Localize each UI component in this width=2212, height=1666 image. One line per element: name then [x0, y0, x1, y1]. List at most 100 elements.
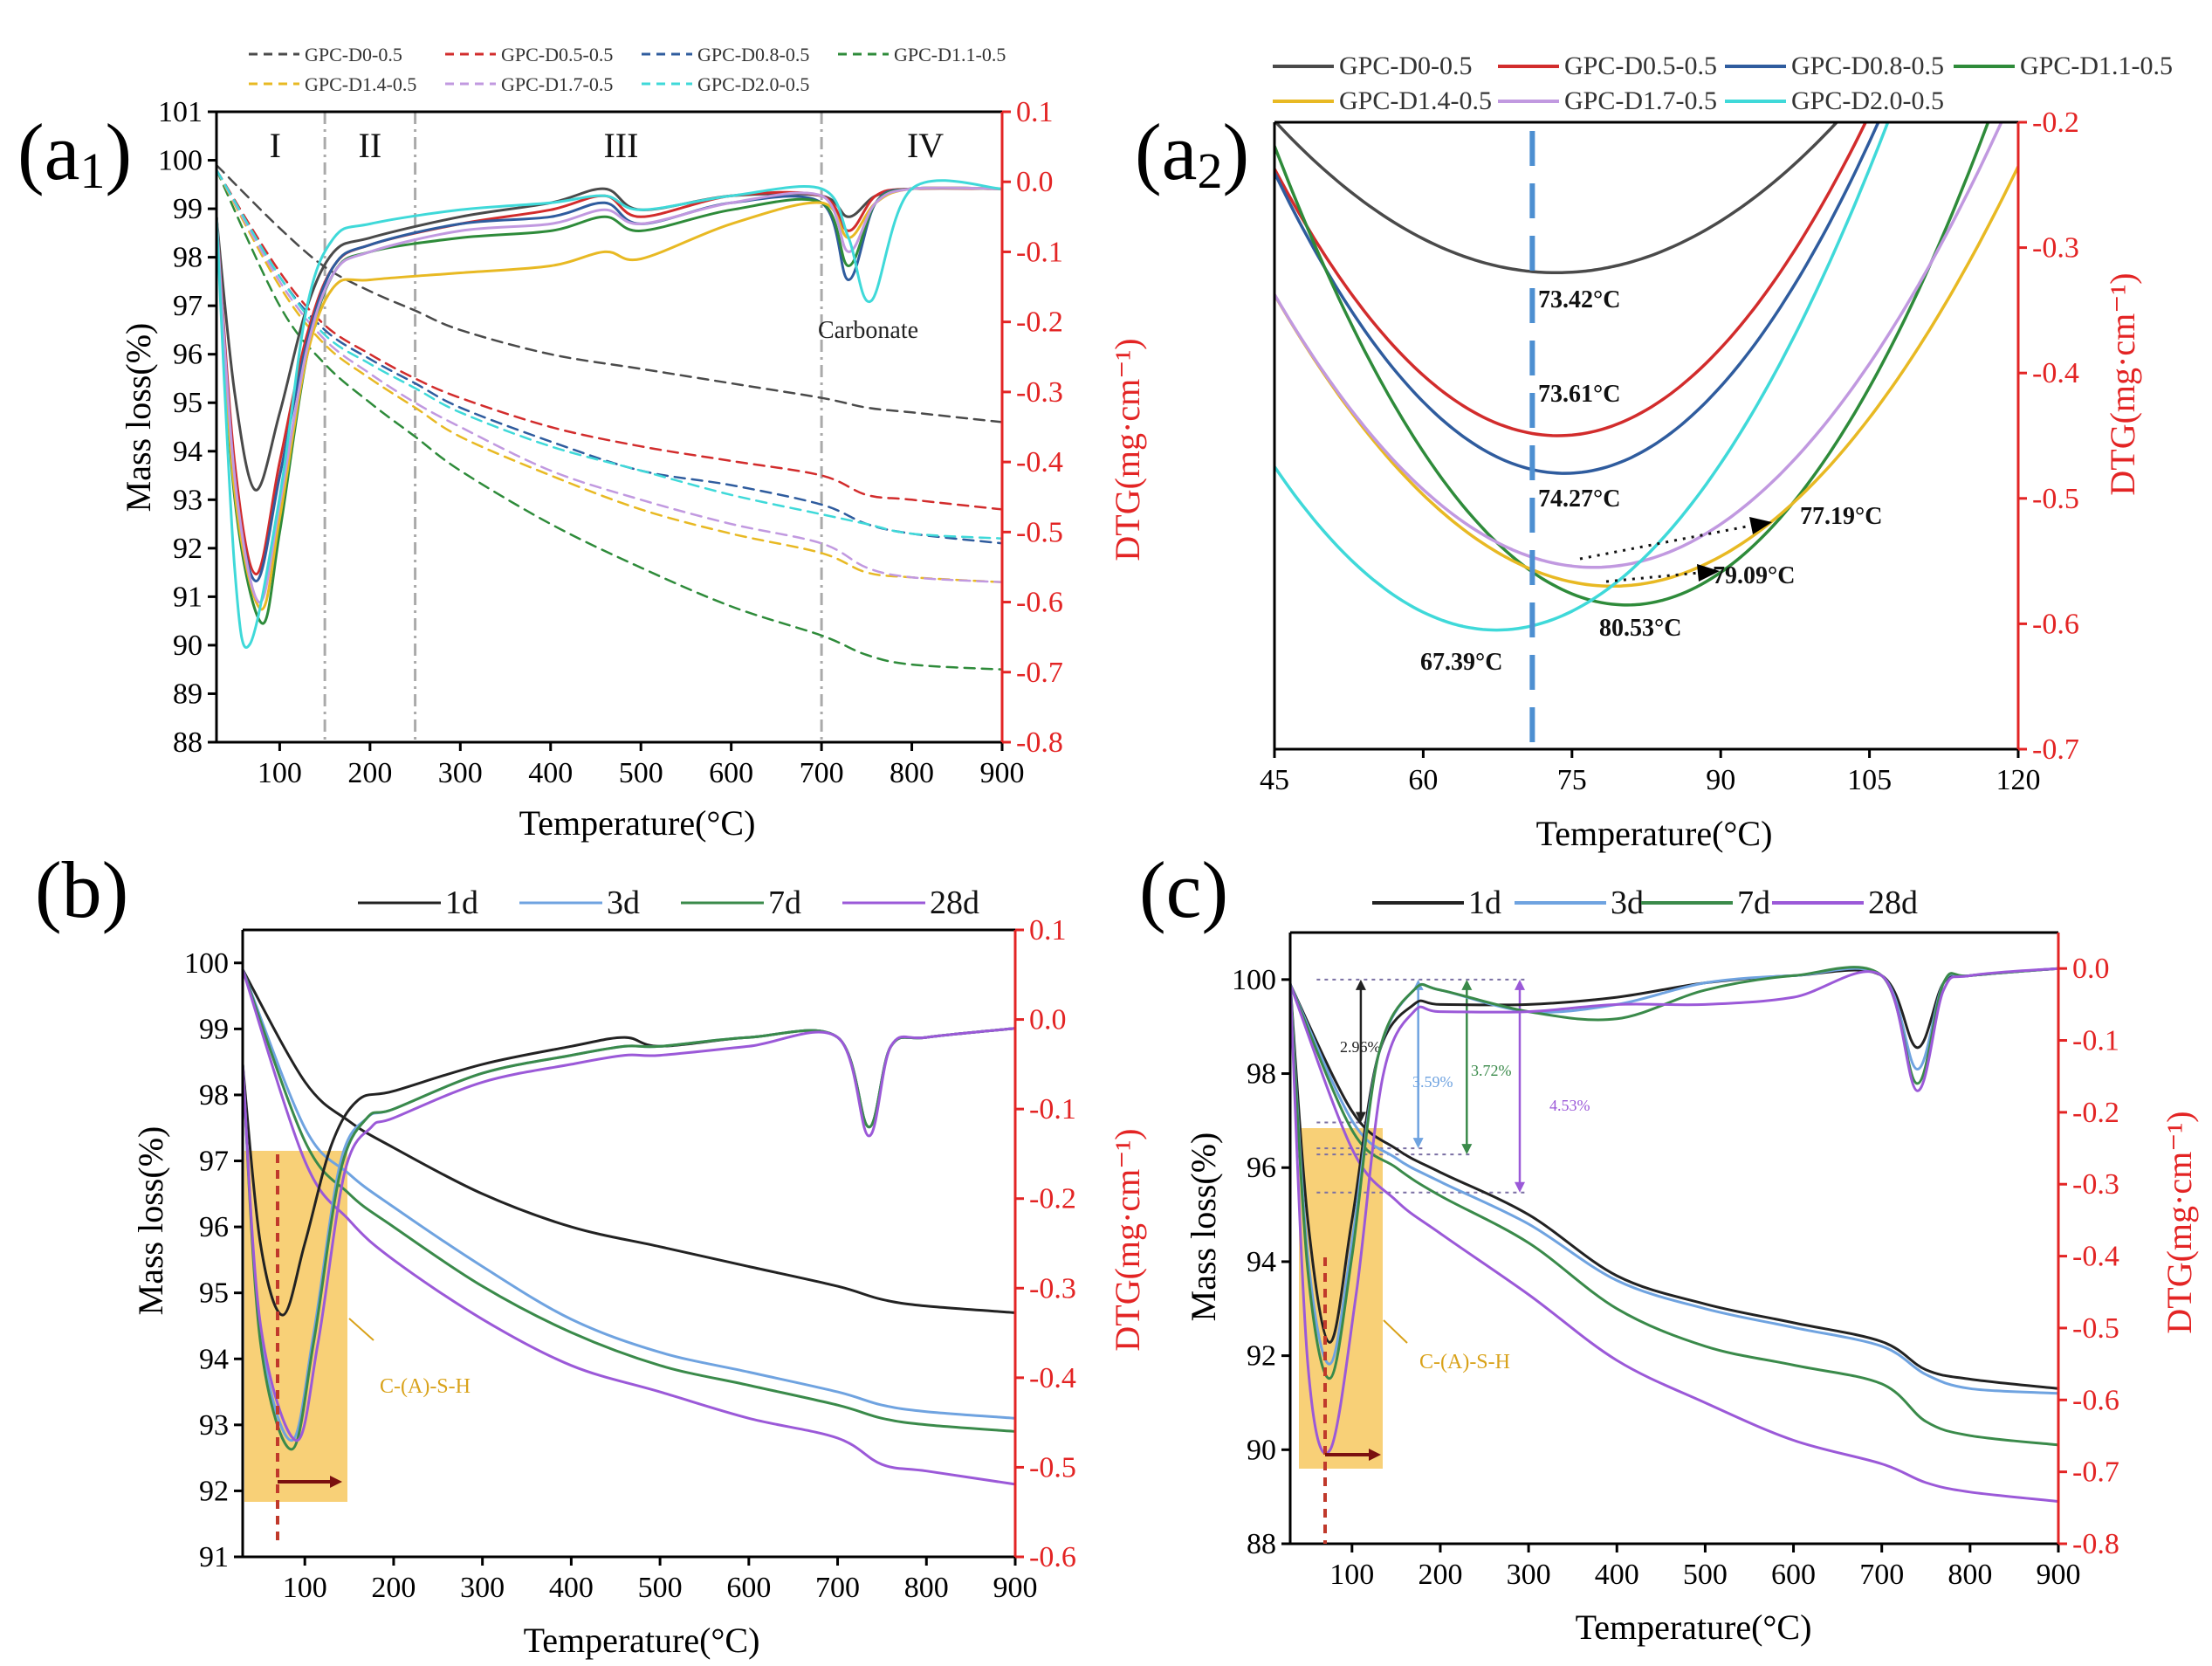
series-line-1d-tg [1288, 982, 2060, 1390]
x-tick-label: 700 [800, 757, 844, 789]
y2-tick-label: -0.3 [1029, 1272, 1076, 1305]
series-line-GPC-D2.0-0.5-dtg [215, 179, 1004, 650]
panel-c-legend: 1d 3d 7d 28d [1372, 885, 1918, 921]
series-line-7d-dtg [241, 1027, 1017, 1451]
panel-a2-legend: GPC-D0-0.5 GPC-D0.5-0.5 GPC-D0.8-0.5 GPC-D1… [1273, 52, 2173, 115]
legend-label: GPC-D1.4-0.5 [1339, 86, 1492, 115]
mass-loss-label: 4.53% [1549, 1097, 1590, 1114]
legend-label: 28d [930, 885, 979, 921]
guide-arrowhead-down [1461, 1144, 1473, 1155]
legend-label: GPC-D2.0-0.5 [1791, 86, 1944, 115]
legend-label: 3d [607, 885, 640, 921]
series-line-GPC-D0.5-0.5-tg [215, 169, 1004, 511]
legend-label: GPC-D2.0-0.5 [697, 73, 809, 95]
panel-a1: (a1) GPC-D0-0.5 GPC-D0.5-0.5 GPC-D0.8-0.5 G… [17, 44, 1147, 843]
panel-c-shift-arrowhead [1369, 1449, 1381, 1461]
region-label: I [270, 126, 281, 165]
peak-label: 77.19°C [1800, 503, 1882, 530]
panel-a1-dtg-lines [215, 179, 1004, 650]
legend-label: GPC-D1.1-0.5 [2020, 52, 2173, 80]
series-line-3d-tg [1288, 982, 2060, 1395]
panel-a1-axes: 100 200 300 400 500 600 700 800 900 88 89 90 91 92 93 9… [158, 96, 1063, 789]
panel-c-mass-loss-guides: 2.96% 3.59% 3.72% 4.53% [1316, 978, 1590, 1194]
peak-label: 67.39°C [1420, 649, 1502, 676]
series-line-GPC-D1.4-0.5 [1274, 165, 2018, 589]
y2-tick-label: -0.5 [2032, 483, 2079, 515]
y2-tick-label: 0.0 [1016, 166, 1054, 198]
y2-tick-label: 0.1 [1029, 914, 1067, 947]
y2-tick-label: -0.5 [1016, 516, 1063, 548]
series-line-GPC-D1.7-0.5-tg [215, 169, 1004, 583]
series-line-GPC-D1.1-0.5-dtg [215, 186, 1004, 625]
y-tick-label: 97 [199, 1146, 229, 1178]
series-line-GPC-D0-0.5-dtg [215, 187, 1004, 492]
y-tick-label: 101 [158, 96, 203, 128]
y-tick-label: 99 [199, 1013, 229, 1045]
series-line-7d-tg [1288, 982, 2060, 1447]
panel-a2: (a2) GPC-D0-0.5 GPC-D0.5-0.5 GPC-D0.8-0.5 G… [1135, 52, 2173, 853]
y2-tick-label: -0.4 [1029, 1362, 1076, 1394]
x-tick-label: 500 [1683, 1559, 1728, 1591]
panel-a1-legend: GPC-D0-0.5 GPC-D0.5-0.5 GPC-D0.8-0.5 GPC-D1… [249, 44, 1006, 95]
y2-tick-label: -0.1 [1016, 236, 1063, 268]
panel-b-label: (b) [35, 845, 128, 934]
y2-tick-label: -0.2 [1029, 1183, 1076, 1215]
y-tick-label: 95 [173, 387, 203, 419]
mass-loss-label: 3.72% [1471, 1062, 1512, 1079]
legend-label: 7d [768, 885, 801, 921]
y2-tick-label: -0.4 [2032, 357, 2079, 389]
x-tick-label: 105 [1847, 764, 1892, 796]
panel-b-tg-lines [241, 967, 1017, 1486]
x-tick-label: 400 [549, 1572, 594, 1604]
panel-a2-clipped-group [1274, 122, 2018, 632]
y-tick-label: 96 [173, 339, 203, 371]
panel-c-dtg-lines [1288, 966, 2060, 1456]
series-line-3d-dtg [241, 1027, 1017, 1442]
legend-label: GPC-D0.8-0.5 [697, 44, 809, 65]
x-tick-label: 800 [1948, 1559, 1992, 1591]
y2-tick-label: -0.1 [2072, 1025, 2119, 1057]
panel-c-ylabel: Mass loss(%) [1184, 1132, 1223, 1322]
panel-c-csh-pointer [1383, 1319, 1408, 1344]
y-tick-label: 96 [1247, 1152, 1276, 1184]
x-tick-label: 400 [1595, 1559, 1639, 1591]
series-line-GPC-D2.0-0.5 [1274, 122, 1890, 632]
x-tick-label: 120 [1996, 764, 2041, 796]
panel-b-legend: 1d 3d 7d 28d [358, 885, 979, 921]
peak-arrowhead [1697, 564, 1720, 582]
y2-tick-label: -0.8 [1016, 726, 1063, 759]
y-tick-label: 89 [173, 678, 203, 710]
legend-label: GPC-D0-0.5 [1339, 52, 1473, 80]
panel-b-xlabel: Temperature(°C) [524, 1621, 760, 1660]
y-tick-label: 93 [199, 1409, 229, 1442]
y2-tick-label: -0.2 [1016, 306, 1063, 339]
series-line-1d-dtg [241, 1027, 1017, 1317]
legend-label: GPC-D0-0.5 [305, 44, 402, 65]
x-tick-label: 800 [904, 1572, 949, 1604]
panel-a2-y2label: DTG(mg·cm⁻¹) [2103, 272, 2142, 495]
y2-tick-label: -0.5 [2072, 1312, 2119, 1345]
y2-tick-label: -0.1 [1029, 1093, 1076, 1126]
legend-label: GPC-D0.5-0.5 [501, 44, 613, 65]
y2-tick-label: -0.6 [2072, 1384, 2119, 1416]
series-line-GPC-D0.8-0.5 [1274, 122, 1880, 475]
y-tick-label: 98 [173, 242, 203, 274]
series-line-GPC-D0.8-0.5-tg [215, 169, 1004, 545]
x-tick-label: 600 [726, 1572, 771, 1604]
panel-c: (c) 1d 3d 7d 28d 2.96% 3.59% 3.72% 4.53% 100 20… [1139, 845, 2199, 1647]
x-tick-label: 100 [258, 757, 302, 789]
x-tick-label: 100 [1329, 1559, 1374, 1591]
series-line-GPC-D1.1-0.5-tg [215, 169, 1004, 671]
y-tick-label: 92 [199, 1475, 229, 1507]
peak-label: 73.42°C [1538, 286, 1620, 313]
x-tick-label: 700 [815, 1572, 860, 1604]
mass-loss-label: 2.96% [1340, 1038, 1381, 1056]
guide-arrowhead-down [1514, 1181, 1525, 1193]
x-tick-label: 900 [2037, 1559, 2081, 1591]
y2-tick-label: -0.7 [1016, 657, 1063, 689]
y-tick-label: 91 [199, 1541, 229, 1573]
y-tick-label: 92 [1247, 1340, 1276, 1373]
y-tick-label: 90 [173, 630, 203, 662]
panel-b-dtg-lines [241, 1027, 1017, 1451]
